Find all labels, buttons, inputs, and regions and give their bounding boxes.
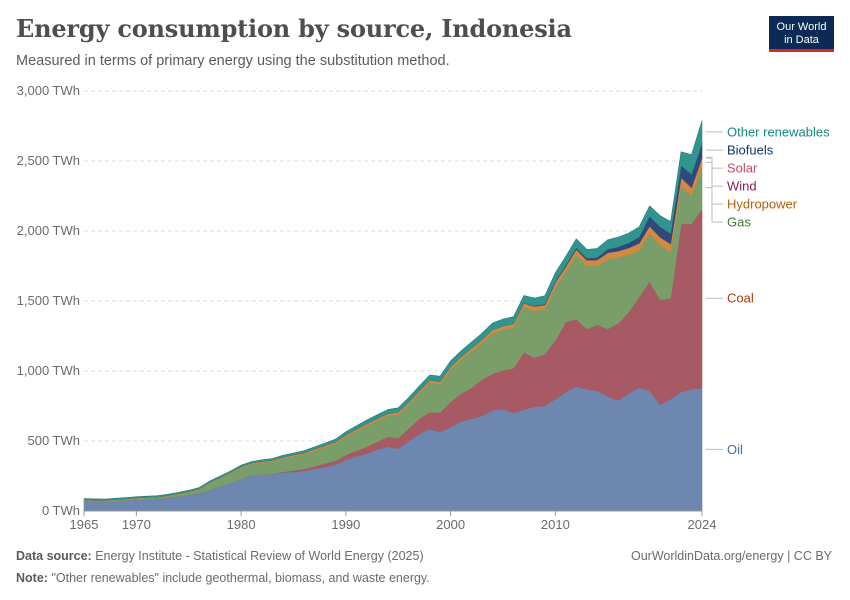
y-tick-label: 3,000 TWh [17, 83, 80, 98]
area-edge-other-renewables [83, 120, 703, 500]
legend-label-wind[interactable]: Wind [727, 179, 757, 194]
legend-label-biofuels[interactable]: Biofuels [727, 143, 774, 158]
legend-label-hydropower[interactable]: Hydropower [727, 197, 798, 212]
legend: Other renewables Biofuels Solar Wind Hydropo… [706, 124, 830, 457]
legend-label-other-renewables[interactable]: Other renewables [727, 124, 830, 139]
legend-label-gas[interactable]: Gas [727, 215, 751, 230]
logo-line-2: in Data [784, 33, 819, 46]
legend-label-coal[interactable]: Coal [727, 291, 754, 306]
y-tick-label: 1,000 TWh [17, 363, 80, 378]
source-text[interactable]: Energy Institute - Statistical Review of… [95, 549, 424, 563]
x-tick-label: 1990 [331, 517, 360, 532]
footer-credit[interactable]: OurWorldinData.org/energy | CC BY [630, 549, 832, 563]
legend-connector [706, 161, 723, 205]
y-tick-label: 1,500 TWh [17, 293, 80, 308]
footer-source: Data source: Energy Institute - Statisti… [16, 549, 424, 563]
legend-connector [706, 187, 723, 223]
y-tick-label: 500 TWh [27, 433, 80, 448]
note-text: "Other renewables" include geothermal, b… [51, 571, 430, 585]
legend-label-solar[interactable]: Solar [727, 161, 758, 176]
logo-line-1: Our World [776, 20, 827, 33]
chart-title: Energy consumption by source, Indonesia [16, 14, 572, 43]
x-tick-label: 1970 [122, 517, 151, 532]
area-other-renewables[interactable] [83, 120, 703, 501]
x-tick-label: 1980 [227, 517, 256, 532]
note-label: Note: [16, 571, 48, 585]
chart-subtitle: Measured in terms of primary energy usin… [16, 53, 450, 69]
x-tick-label: 2000 [436, 517, 465, 532]
owid-logo[interactable]: Our World in Data [769, 16, 834, 52]
legend-label-oil[interactable]: Oil [727, 442, 743, 457]
y-tick-label: 2,500 TWh [17, 153, 80, 168]
axes: 0 TWh 500 TWh 1,000 TWh 1,500 TWh 2,000 TWh 2… [17, 83, 717, 532]
x-tick-label: 2010 [541, 517, 570, 532]
source-label: Data source: [16, 549, 92, 563]
x-tick-label: 1965 [70, 517, 99, 532]
stacked-areas [83, 120, 703, 512]
y-tick-label: 2,000 TWh [17, 223, 80, 238]
x-tick-label: 2024 [688, 517, 717, 532]
area-oil[interactable] [83, 386, 703, 512]
y-tick-label: 0 TWh [42, 503, 80, 518]
footer-note: Note: "Other renewables" include geother… [16, 571, 430, 585]
